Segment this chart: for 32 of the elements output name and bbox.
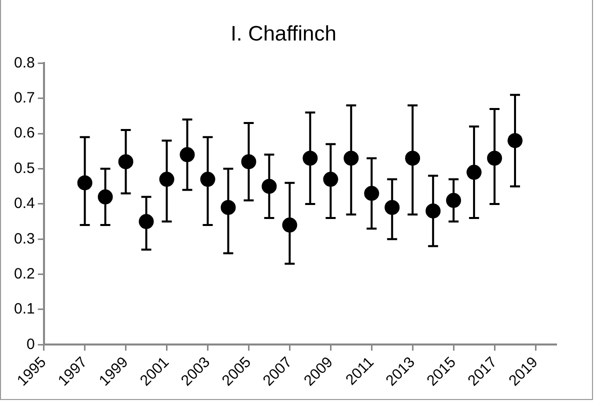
y-tick-label: 0.7: [14, 90, 35, 107]
y-tick-label: 0: [26, 336, 35, 353]
point: [282, 218, 298, 233]
point: [426, 203, 441, 218]
point: [302, 150, 318, 166]
chart-title: I. Chaffinch: [230, 22, 336, 46]
y-tick-label: 0.6: [14, 124, 35, 142]
point: [159, 172, 174, 187]
y-tick-label: 0.1: [14, 300, 35, 318]
y-tick-label: 0.3: [14, 230, 35, 248]
point: [262, 178, 277, 194]
point: [138, 214, 154, 230]
point: [405, 150, 420, 166]
point: [487, 150, 502, 166]
point: [508, 133, 523, 148]
point: [364, 186, 380, 201]
point: [466, 164, 482, 180]
point: [180, 147, 195, 162]
point: [200, 172, 216, 187]
point: [323, 172, 338, 187]
point: [344, 150, 359, 166]
point: [77, 175, 92, 190]
point: [220, 200, 236, 215]
y-tick-label: 0.5: [14, 160, 35, 177]
y-tick-label: 0.2: [14, 265, 35, 282]
y-tick-label: 0.8: [14, 54, 35, 72]
point: [241, 154, 256, 170]
point: [446, 192, 462, 208]
y-tick-label: 0.4: [14, 195, 35, 212]
point: [98, 189, 113, 204]
point: [384, 200, 400, 215]
point: [118, 154, 134, 170]
